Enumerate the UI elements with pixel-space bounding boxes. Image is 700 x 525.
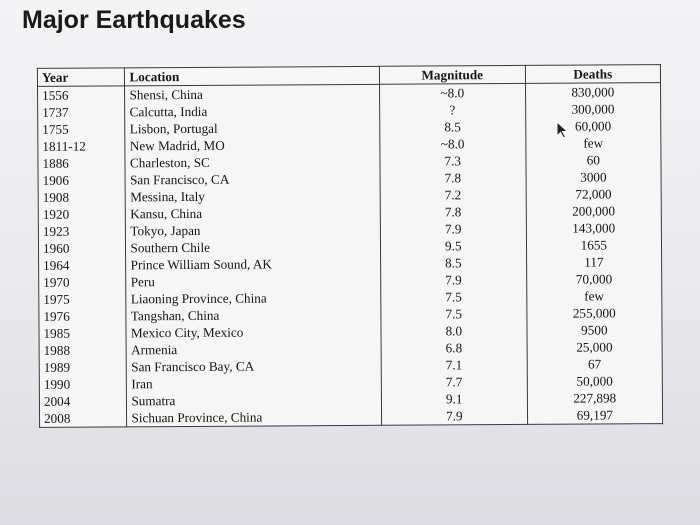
cell-magnitude: ~8.0 [379,83,526,102]
cell-magnitude: 9.5 [380,236,527,255]
cell-magnitude: ? [379,100,526,119]
cell-magnitude: 8.0 [380,321,527,340]
cell-location: Lisbon, Portugal [125,118,380,138]
cell-year: 2004 [39,392,127,410]
cell-year: 1908 [38,188,126,206]
cell-magnitude: 7.7 [381,372,528,391]
cell-location: Armenia [126,339,382,359]
cell-deaths: 227,898 [527,389,663,407]
cell-magnitude: 7.9 [380,270,527,289]
cell-location: Iran [126,373,382,393]
cell-location: Calcutta, India [125,101,380,121]
cell-magnitude: 7.5 [380,304,527,323]
cell-location: Peru [126,271,381,291]
cell-year: 1755 [37,120,126,138]
cell-year: 1985 [38,324,127,342]
cell-year: 1556 [37,85,126,104]
cell-deaths: 60 [525,151,662,169]
cell-deaths: 200,000 [525,202,662,220]
cell-year: 1976 [38,307,127,325]
cell-magnitude: 7.2 [380,185,526,204]
cell-deaths: 50,000 [526,372,663,390]
earthquake-table: Year Location Magnitude Deaths 1556 Shens… [36,64,664,428]
cell-deaths: few [525,134,661,152]
cell-location: Prince William Sound, AK [126,254,381,274]
cell-magnitude: 8.5 [379,117,526,136]
cell-location: Tangshan, China [126,305,381,325]
header-location: Location [124,66,380,86]
cell-deaths: 1655 [526,236,662,254]
cell-location: San Francisco, CA [125,169,381,189]
cell-magnitude: 7.9 [380,219,527,238]
cell-year: 1811-12 [37,137,126,155]
cell-deaths: 143,000 [525,219,662,237]
header-year: Year [37,67,125,87]
cell-year: 1737 [37,103,126,121]
cell-magnitude: 7.3 [379,151,526,170]
cell-location: Southern Chile [125,237,381,257]
cell-year: 1989 [39,358,127,376]
cell-deaths: 72,000 [525,185,662,203]
cell-deaths: 3000 [525,168,662,186]
earthquake-table-container: Year Location Magnitude Deaths 1556 Shens… [36,64,664,428]
cell-magnitude: 8.5 [380,253,527,272]
cell-location: Shensi, China [124,84,380,104]
cell-magnitude: 7.8 [380,202,526,221]
cell-magnitude: ~8.0 [379,134,526,153]
cell-location: Mexico City, Mexico [126,322,381,342]
cell-deaths: 830,000 [525,82,661,101]
cell-year: 1906 [38,171,126,189]
header-deaths: Deaths [525,64,661,84]
cell-location: Liaoning Province, China [126,288,381,308]
cell-deaths: 300,000 [525,100,661,118]
cell-year: 1990 [39,375,127,393]
cell-location: Tokyo, Japan [125,220,381,240]
cell-year: 1988 [39,341,127,359]
cell-magnitude: 6.8 [380,338,527,357]
mouse-pointer-icon [556,121,569,139]
cell-deaths: 9500 [526,321,663,339]
cell-location: Charleston, SC [125,152,380,172]
cell-magnitude: 9.1 [381,389,528,408]
cell-year: 1970 [38,273,127,291]
cell-year: 1964 [38,256,127,274]
cell-year: 1960 [38,239,127,257]
cell-year: 1923 [38,222,126,240]
cell-location: Sumatra [126,390,382,410]
cell-deaths: 69,197 [527,406,663,425]
cell-location: Sichuan Province, China [126,407,382,427]
page-title: Major Earthquakes [22,6,246,34]
cell-location: San Francisco Bay, CA [126,356,382,376]
header-magnitude: Magnitude [379,65,526,85]
cell-deaths: 67 [526,355,663,373]
cell-year: 2008 [39,409,128,428]
cell-year: 1886 [37,154,126,172]
cell-deaths: few [526,287,662,305]
cell-magnitude: 7.1 [381,355,527,374]
cell-deaths: 255,000 [526,304,662,322]
table-row: 2008 Sichuan Province, China 7.9 69,197 [39,406,663,428]
cell-year: 1975 [38,290,127,308]
cell-location: Kansu, China [125,203,381,223]
cell-deaths: 60,000 [525,117,661,135]
cell-magnitude: 7.5 [380,287,527,306]
cell-location: Messina, Italy [125,186,381,206]
cell-magnitude: 7.9 [381,406,528,426]
cell-year: 1920 [38,205,126,223]
cell-deaths: 117 [526,253,662,271]
cell-deaths: 25,000 [526,338,663,356]
cell-magnitude: 7.8 [379,168,526,187]
cell-deaths: 70,000 [526,270,662,288]
cell-location: New Madrid, MO [125,135,380,155]
